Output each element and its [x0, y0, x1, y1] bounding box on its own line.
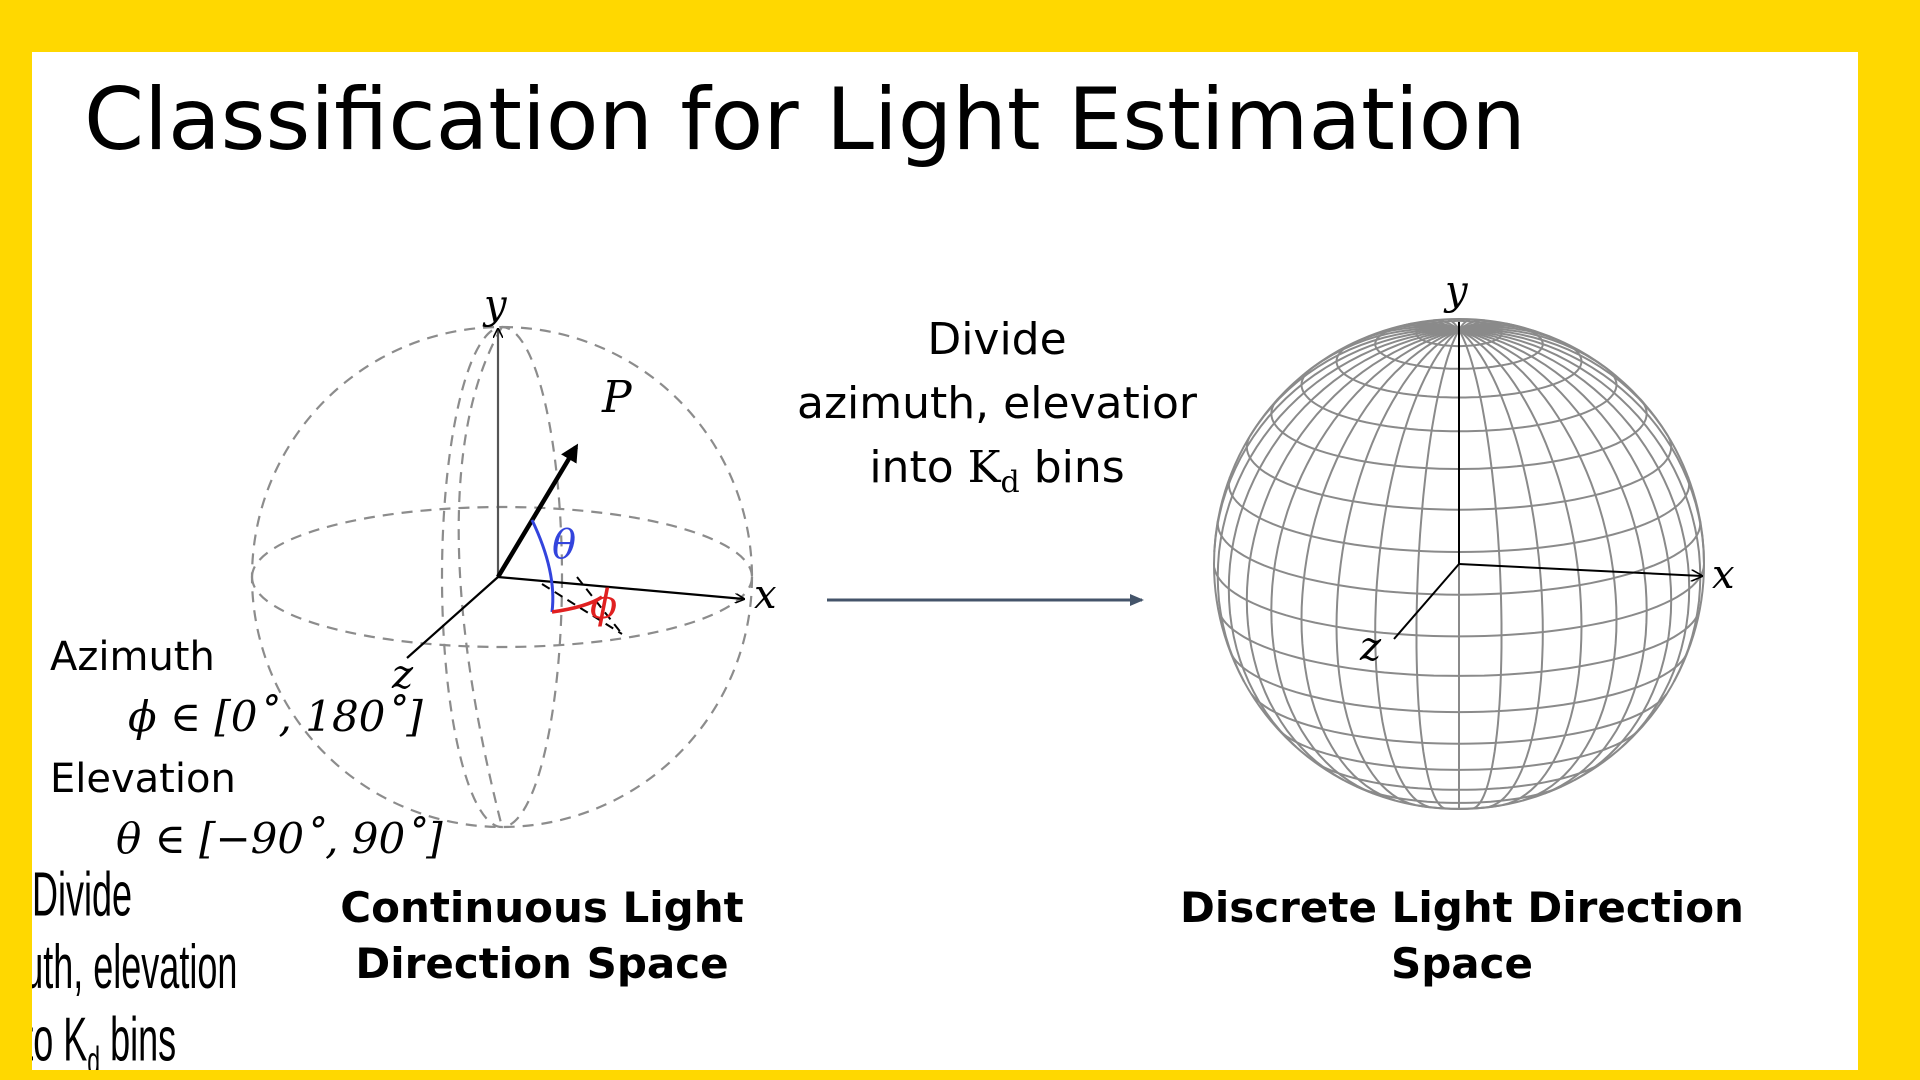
ghost-line3: nto Kd bins [32, 1004, 177, 1070]
left-caption-line2: Direction Space [355, 939, 729, 988]
diagram-canvas [250, 318, 1705, 829]
center-line2: azimuth, elevatior [797, 378, 1197, 429]
parallel-line [1459, 804, 1502, 810]
elevation-range: θ ∈ [−90˚, 90˚] [116, 814, 443, 863]
parallel-line [1459, 761, 1604, 791]
parallel-line [1270, 398, 1460, 470]
meridian-line [1458, 329, 1503, 810]
equator-back [250, 505, 754, 578]
p-vector [496, 443, 579, 579]
azimuth-range: ϕ ∈ [0˚, 180˚] [128, 692, 423, 741]
center-line3: into Kd bins [869, 442, 1125, 500]
parallel-line [1459, 785, 1563, 804]
meridian-line [1245, 328, 1460, 781]
parallel-line [1458, 611, 1700, 677]
left-caption: Continuous Light Direction Space [302, 880, 782, 992]
right-z-label: z [1360, 624, 1382, 670]
center-description: Divide azimuth, elevatior into Kd bins [732, 308, 1262, 515]
right-axes [1393, 322, 1702, 640]
left-axes [406, 329, 744, 659]
parallel-line [1355, 785, 1459, 804]
meridian-line [1415, 329, 1460, 810]
ghost-line1: Divide [32, 859, 133, 930]
meridian-line [1458, 329, 1544, 808]
left-caption-line1: Continuous Light [340, 883, 744, 932]
continuous-sphere [250, 325, 754, 829]
parallel-line [1415, 319, 1503, 348]
projection-lines [541, 576, 623, 635]
right-z-axis-line [1393, 563, 1460, 640]
theta-label: θ [552, 522, 577, 568]
phi-arc [551, 595, 603, 614]
right-y-label: y [1445, 268, 1468, 314]
parallel-line [1314, 761, 1459, 791]
meridian-line [1304, 327, 1460, 375]
parallel-line [1230, 654, 1460, 714]
slide-title: Classification for Light Estimation [84, 70, 1526, 170]
meridian-line [1213, 328, 1460, 552]
meridian-line [1458, 328, 1673, 781]
parallel-line [1216, 519, 1460, 596]
right-caption: Discrete Light Direction Space [1142, 880, 1782, 992]
x-axis-line [497, 575, 744, 599]
parallel-line [1459, 322, 1544, 370]
theta-arc [530, 519, 555, 613]
meridian-line [1458, 328, 1702, 682]
ghost-line2: nuth, elevation [32, 931, 238, 1002]
point-p-label: P [602, 372, 632, 423]
ghost-overlay-text: Divide nuth, elevation nto Kd bins [32, 858, 266, 1070]
right-x-label: x [1712, 552, 1735, 598]
parallel-line [1459, 342, 1583, 399]
parallel-line [1416, 804, 1459, 810]
right-caption-line2: Space [1390, 939, 1534, 988]
parallel-line [1374, 322, 1459, 370]
meridian-line [1458, 326, 1566, 345]
left-y-label: y [484, 282, 507, 328]
parallel-line [1279, 730, 1460, 771]
z-axis-line [406, 576, 499, 659]
parallel-line [1218, 611, 1460, 677]
meridian-line [1447, 318, 1460, 331]
meridian-line [1458, 318, 1471, 331]
elevation-label: Elevation [50, 756, 236, 802]
meridian-line [1352, 326, 1460, 345]
meridian-line [1458, 328, 1705, 565]
parallel-line [1250, 693, 1460, 745]
parallel-line [1245, 436, 1460, 511]
meridian-line [1458, 328, 1691, 748]
phi-label: ϕ [590, 582, 618, 628]
meridian-line [1216, 328, 1460, 682]
center-line1: Divide [927, 314, 1067, 365]
parallel-line [1300, 367, 1459, 433]
meridian-line [1335, 329, 1460, 806]
parallel-line [1335, 342, 1459, 399]
parallel-line [1227, 476, 1460, 553]
parallel-line [1458, 398, 1648, 470]
parallel-line [1458, 476, 1691, 553]
right-x-axis-line [1458, 563, 1702, 576]
discrete-sphere-grid [1213, 318, 1705, 810]
equator-front [250, 576, 754, 649]
parallel-line [1458, 693, 1668, 745]
azimuth-label: Azimuth [50, 634, 215, 680]
parallel-line [1459, 367, 1618, 433]
left-z-label: z [392, 652, 414, 698]
right-caption-line1: Discrete Light Direction [1180, 883, 1744, 932]
left-x-label: x [754, 572, 777, 618]
meridian-tilted [457, 326, 504, 828]
parallel-line [1458, 730, 1639, 771]
meridian-line [1458, 327, 1614, 375]
meridian-line [1458, 329, 1583, 806]
meridian-line [1458, 328, 1648, 795]
parallel-line [1458, 563, 1705, 638]
meridian-line [1374, 329, 1460, 808]
meridian-line [1227, 328, 1460, 748]
parallel-line [1458, 654, 1688, 714]
meridian-line [1270, 328, 1460, 795]
slide: Classification for Light Estimation [32, 52, 1858, 1070]
parallel-line [1458, 436, 1673, 511]
